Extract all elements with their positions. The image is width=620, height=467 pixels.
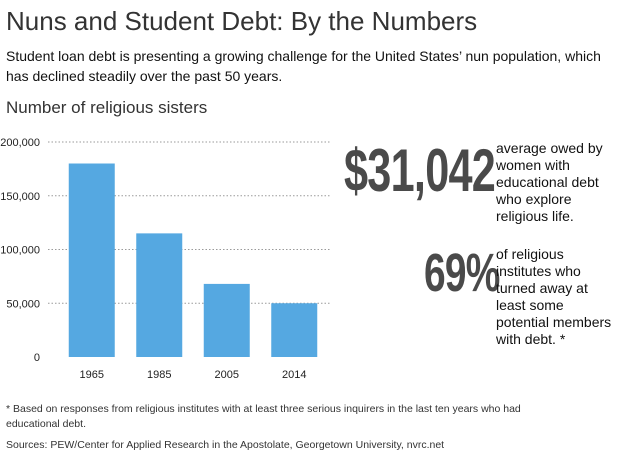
bar-2014 [271, 303, 318, 357]
x-tick-label: 1965 [80, 369, 104, 381]
y-axis-ticks: 0 50,000 100,000 150,000 200,000 [0, 137, 40, 364]
footnote: * Based on responses from religious inst… [6, 403, 521, 430]
y-tick-label: 100,000 [0, 245, 40, 257]
y-tick-label: 150,000 [0, 191, 40, 203]
bar-1985 [136, 233, 183, 357]
sources: Sources: PEW/Center for Applied Research… [6, 439, 445, 451]
bar-2005 [203, 283, 250, 357]
percent-institutes-stat: 69% [424, 243, 500, 303]
chart-heading: Number of religious sisters [6, 98, 208, 117]
debt-amount-stat: $31,042 [344, 137, 496, 204]
x-axis-ticks: 1965 1985 2005 2014 [80, 369, 307, 381]
subtitle: Student loan debt is presenting a growin… [6, 48, 601, 84]
y-tick-label: 200,000 [0, 137, 40, 149]
debt-amount-description: average owed by women with educational d… [496, 140, 603, 224]
percent-institutes-description: of religious institutes who turned away … [496, 246, 612, 347]
bar-chart: 0 50,000 100,000 150,000 200,000 1965 1985 200… [0, 137, 330, 381]
x-tick-label: 2014 [282, 369, 306, 381]
bars [68, 163, 318, 357]
x-tick-label: 2005 [215, 369, 239, 381]
page-title: Nuns and Student Debt: By the Numbers [6, 6, 478, 36]
y-tick-label: 0 [34, 352, 40, 364]
bar-1965 [68, 163, 115, 357]
x-tick-label: 1985 [147, 369, 171, 381]
y-tick-label: 50,000 [6, 298, 40, 310]
